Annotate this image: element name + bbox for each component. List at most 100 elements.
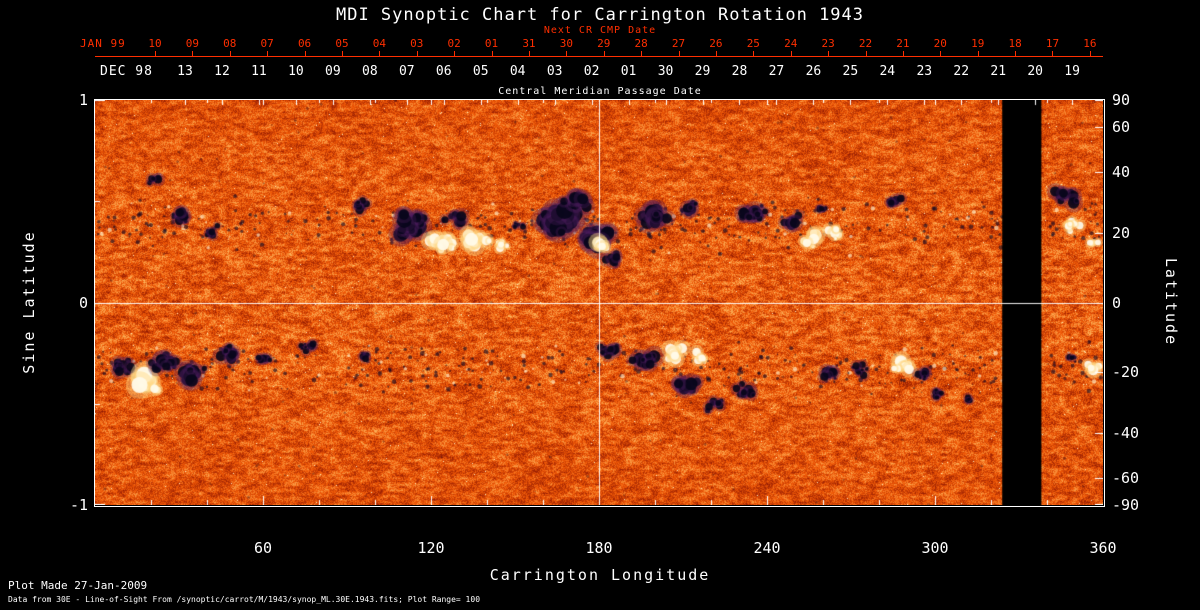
cmp-tick-label: 23 <box>916 64 933 79</box>
next-cr-tick-label: 22 <box>858 37 873 50</box>
next-cr-tick-mark <box>641 51 642 56</box>
cmp-tick-label: 07 <box>398 64 415 79</box>
y-right-tick-label: -40 <box>1112 423 1140 442</box>
next-cr-tick-label: 10 <box>148 37 162 50</box>
next-cr-tick-label: 26 <box>709 37 723 50</box>
cmp-tick-label: 29 <box>694 64 711 79</box>
cmp-tick-label: 13 <box>177 64 193 79</box>
cmp-tick-label: 24 <box>879 64 896 79</box>
cmp-tick-label: 01 <box>620 64 637 79</box>
next-cr-tick-mark <box>155 51 156 56</box>
x-tick-label: 60 <box>253 539 273 557</box>
x-tick-label: 300 <box>921 539 949 557</box>
magnetogram-heatmap <box>95 100 1103 505</box>
next-cr-tick-mark <box>940 51 941 56</box>
cmp-tick-label: 20 <box>1027 64 1043 79</box>
next-cr-tick-mark <box>379 51 380 56</box>
next-cr-tick-mark <box>417 51 418 56</box>
cmp-month-label: DEC 98 <box>100 64 153 79</box>
next-cr-tick-mark <box>866 51 867 56</box>
next-cr-tick-label: 20 <box>933 37 947 50</box>
x-tick-label: 360 <box>1089 539 1117 557</box>
next-cr-tick-label: 25 <box>746 37 760 50</box>
next-cr-tick-mark <box>828 51 829 56</box>
chart-title: MDI Synoptic Chart for Carrington Rotati… <box>335 5 865 25</box>
next-cr-tick-mark <box>903 51 904 56</box>
next-cr-tick-mark <box>192 51 193 56</box>
next-cr-tick-label: 24 <box>784 37 798 50</box>
next-cr-tick-mark <box>679 51 680 56</box>
next-cr-tick-label: 30 <box>559 37 573 50</box>
y-right-tick-label: 40 <box>1112 163 1131 182</box>
data-source-text: Data from 30E - Line-of-Sight From /syno… <box>8 595 481 604</box>
y-right-tick-label: 60 <box>1112 118 1131 137</box>
next-cr-tick-mark <box>604 51 605 56</box>
y-right-tick-label: 0 <box>1112 293 1122 312</box>
y-left-tick-label: 1 <box>78 91 88 109</box>
next-cr-tick-mark <box>492 51 493 56</box>
cmp-tick-label: 10 <box>288 64 304 79</box>
cmp-tick-label: 25 <box>842 64 859 79</box>
next-cr-tick-mark <box>753 51 754 56</box>
y-right-tick-label: -90 <box>1112 496 1140 514</box>
next-cr-tick-mark <box>230 51 231 56</box>
y-axis-left-title: Sine Latitude <box>20 230 38 374</box>
next-cr-tick-label: 19 <box>971 37 985 50</box>
cmp-tick-label: 28 <box>731 64 748 79</box>
cmp-tick-label: 22 <box>953 64 970 79</box>
cmp-tick-label: 21 <box>990 64 1007 79</box>
next-cr-tick-mark <box>566 51 567 56</box>
cmp-tick-label: 06 <box>435 64 452 79</box>
y-left-tick-label: -1 <box>69 496 88 514</box>
next-cr-tick-label: 16 <box>1083 37 1097 50</box>
next-cr-tick-mark <box>529 51 530 56</box>
next-cr-tick-label: 29 <box>597 37 611 50</box>
next-cr-tick-label: 01 <box>484 37 499 50</box>
next-cr-tick-mark <box>342 51 343 56</box>
next-cr-tick-mark <box>1090 51 1091 56</box>
cmp-tick-label: 30 <box>657 64 674 79</box>
next-cr-tick-mark <box>454 51 455 56</box>
x-axis-title: Carrington Longitude <box>489 566 711 584</box>
y-right-tick-label: 20 <box>1112 224 1131 243</box>
y-right-tick-label: -20 <box>1112 362 1140 381</box>
next-cr-tick-label: 02 <box>447 37 461 50</box>
cmp-tick-label: 04 <box>509 64 526 79</box>
y-left-tick-label: 0 <box>78 293 88 312</box>
next-cr-tick-mark <box>267 51 268 56</box>
next-cr-axis-line <box>95 56 1103 57</box>
next-cr-tick-label: 18 <box>1008 37 1022 50</box>
x-tick-label: 120 <box>417 539 445 557</box>
next-cr-tick-label: 21 <box>896 37 910 50</box>
y-right-tick-label: -60 <box>1112 468 1140 487</box>
next-cr-tick-mark <box>1015 51 1016 56</box>
cmp-tick-label: 12 <box>214 64 230 79</box>
next-cr-tick-mark <box>305 51 306 56</box>
next-cr-tick-mark <box>716 51 717 56</box>
next-cr-tick-label: 07 <box>260 37 274 50</box>
cmp-tick-label: 26 <box>805 64 822 79</box>
x-tick-label: 240 <box>753 539 781 557</box>
next-cr-tick-label: 31 <box>522 37 536 50</box>
cmp-tick-label: 02 <box>583 64 600 79</box>
cmp-tick-label: 05 <box>472 64 489 79</box>
y-axis-right-title: Latitude <box>1162 257 1180 347</box>
next-cr-tick-label: 05 <box>335 37 349 50</box>
next-cr-tick-mark <box>791 51 792 56</box>
cmp-tick-label: 19 <box>1064 64 1080 79</box>
next-cr-tick-label: 23 <box>821 37 835 50</box>
cmp-tick-label: 09 <box>325 64 341 79</box>
next-cr-tick-label: 09 <box>185 37 199 50</box>
cmp-tick-label: 03 <box>546 64 563 79</box>
cmp-tick-label: 27 <box>768 64 785 79</box>
next-cr-axis-title: Next CR CMP Date <box>543 25 657 36</box>
next-cr-tick-label: 17 <box>1045 37 1060 50</box>
next-cr-tick-mark <box>1052 51 1053 56</box>
next-cr-tick-mark <box>978 51 979 56</box>
cmp-tick-label: 08 <box>362 64 378 79</box>
next-cr-month-label: JAN 99 <box>80 37 126 50</box>
cmp-tick-label: 11 <box>251 64 267 79</box>
next-cr-tick-label: 04 <box>372 37 386 50</box>
next-cr-tick-label: 03 <box>410 37 424 50</box>
